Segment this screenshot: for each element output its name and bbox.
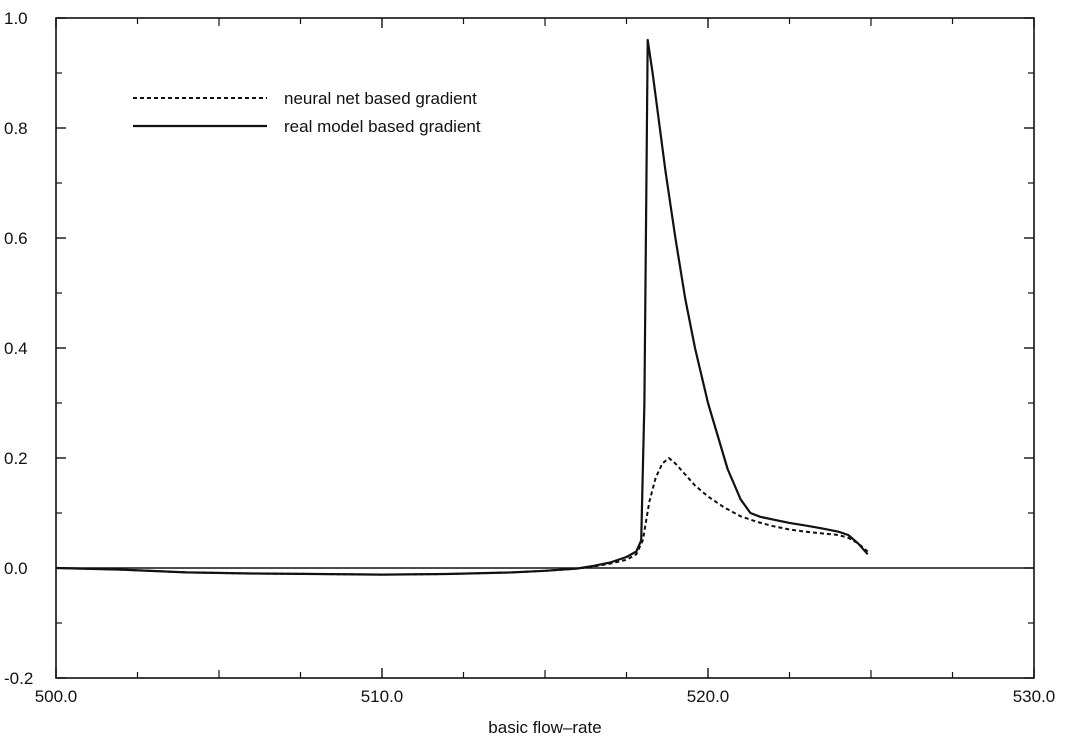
x-axis-title: basic flow–rate bbox=[488, 718, 601, 737]
y-tick-label: 0.4 bbox=[4, 339, 28, 358]
y-tick-label: 0.2 bbox=[4, 449, 28, 468]
legend: neural net based gradient real model base… bbox=[133, 89, 481, 136]
y-tick-label: 0.6 bbox=[4, 229, 28, 248]
y-tick-label: 0.8 bbox=[4, 119, 28, 138]
legend-label: real model based gradient bbox=[284, 117, 481, 136]
series-line-real-model bbox=[55, 38, 869, 576]
x-tick-label: 520.0 bbox=[687, 687, 730, 706]
x-axis-tick-labels: 500.0 510.0 520.0 530.0 bbox=[35, 687, 1056, 706]
legend-label: neural net based gradient bbox=[284, 89, 477, 108]
x-tick-label: 500.0 bbox=[35, 687, 78, 706]
y-tick-label: 0.0 bbox=[4, 559, 28, 578]
x-tick-label: 530.0 bbox=[1013, 687, 1056, 706]
axis-ticks bbox=[55, 17, 1035, 679]
series-layer bbox=[55, 38, 869, 576]
y-tick-label: 1.0 bbox=[4, 9, 28, 28]
x-tick-label: 510.0 bbox=[361, 687, 404, 706]
y-axis-tick-labels: -0.2 0.0 0.2 0.4 0.6 0.8 1.0 bbox=[4, 9, 33, 688]
plot-area bbox=[55, 17, 1035, 679]
plot-frame bbox=[55, 17, 1035, 679]
y-tick-label: -0.2 bbox=[4, 669, 33, 688]
series-line-neural-net bbox=[55, 457, 869, 576]
